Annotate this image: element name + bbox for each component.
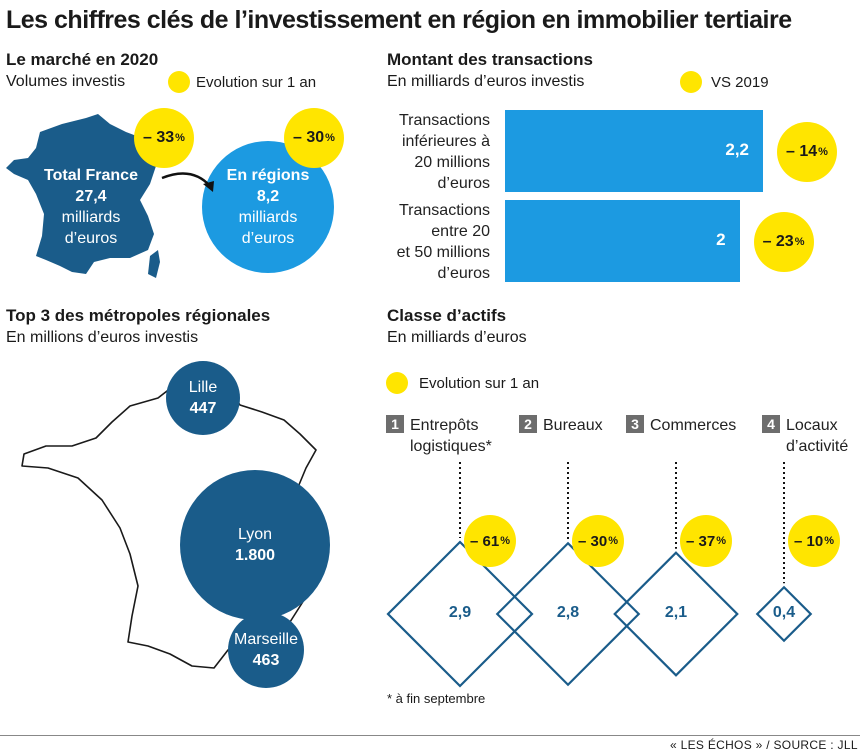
transactions-bar (505, 110, 763, 192)
divider (0, 735, 860, 736)
change-badge: – 14% (777, 122, 837, 182)
bar-category-label: Transactions entre 20 et 50 millions d’euro… (396, 202, 490, 282)
market-subtitle: Volumes investis (6, 73, 126, 90)
asset-category-label: 2 Bureaux (519, 415, 644, 436)
asset-diamond (386, 540, 534, 688)
asset-value-label: 2,8 (556, 604, 580, 621)
corsica-shape (148, 250, 160, 278)
metropoles-map (21, 369, 317, 669)
metropoles-subtitle: En millions d’euros investis (6, 329, 199, 346)
asset-value-label: 0,4 (772, 604, 796, 621)
asset-value-label: 2,1 (664, 604, 688, 621)
legend-dot (168, 71, 190, 93)
city-name-label: Lyon (237, 526, 273, 543)
legend-dot (386, 372, 408, 394)
bar-value-label: 2 (716, 230, 726, 249)
asset-diamond (613, 551, 739, 677)
bar-value-label: 2,2 (725, 140, 749, 159)
asset-category-label: 1 Entrepôts logistiques* (386, 415, 511, 457)
change-badge: – 61% (464, 515, 516, 567)
market-title: Le marché en 2020 (6, 50, 159, 69)
assets-legend: Evolution sur 1 an (419, 375, 540, 392)
transactions-subtitle: En milliards d’euros investis (387, 73, 585, 90)
city-name-label: Marseille (233, 631, 298, 648)
change-badge: – 23% (753, 212, 814, 272)
city-bubble (180, 470, 330, 620)
bar-category-label: Transactions inférieures à 20 millions d’eu… (399, 112, 490, 192)
city-bubble (165, 360, 241, 436)
asset-category-label: 3 Commerces (626, 415, 751, 436)
city-name-label: Lille (188, 379, 218, 396)
france-change-badge: – 33% (134, 108, 194, 168)
asset-value-label: 2,9 (448, 604, 472, 621)
asset-diamond (755, 585, 813, 643)
market-visual (6, 114, 334, 278)
france-outline (21, 369, 317, 669)
city-value-label: 463 (252, 652, 280, 669)
category-number: 4 (762, 415, 780, 433)
source-credit: « LES ÉCHOS » / SOURCE : JLL (670, 738, 858, 752)
category-number: 3 (626, 415, 644, 433)
regions-label: En régions 8,2 milliards d’euros (226, 167, 310, 247)
market-legend: Evolution sur 1 an (196, 74, 317, 91)
category-number: 2 (519, 415, 537, 433)
assets-title: Classe d’actifs (387, 306, 507, 325)
france-label: Total France 27,4 milliards d’euros (44, 167, 138, 247)
city-value-label: 447 (189, 400, 217, 417)
category-number: 1 (386, 415, 404, 433)
france-map (6, 114, 160, 274)
page-title: Les chiffres clés de l’investissement en… (6, 6, 792, 34)
arrow-head (203, 181, 214, 192)
transactions-bar (505, 200, 740, 282)
city-bubble (227, 611, 305, 689)
transactions-legend: VS 2019 (711, 74, 769, 91)
assets-subtitle: En milliards d’euros (387, 329, 527, 346)
transactions-title: Montant des transactions (387, 50, 593, 69)
change-badge: – 10% (788, 515, 840, 567)
footnote: * à fin septembre (387, 691, 486, 706)
regions-change-badge: – 30% (284, 108, 344, 168)
change-badge: – 30% (572, 515, 624, 567)
metropoles-title: Top 3 des métropoles régionales (6, 306, 271, 325)
regions-circle (202, 141, 334, 273)
legend-dot (680, 71, 702, 93)
asset-diamond (495, 541, 641, 687)
city-value-label: 1.800 (234, 547, 276, 564)
change-badge: – 37% (680, 515, 732, 567)
asset-category-label: 4 Locaux d’activité (762, 415, 860, 457)
